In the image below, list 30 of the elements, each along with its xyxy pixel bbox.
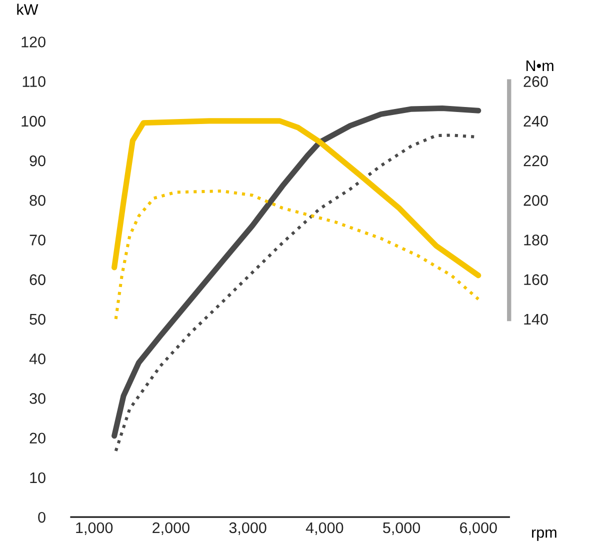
- x-tick-label: 2,000: [152, 522, 190, 535]
- y-tick-label: 10: [30, 472, 46, 484]
- x-tick-label: 4,000: [306, 522, 344, 535]
- y-tick-label: 70: [30, 234, 46, 246]
- x-axis-title: rpm: [532, 529, 556, 541]
- y2-tick-label: 200: [524, 195, 548, 206]
- y-tick-label: 90: [30, 155, 46, 166]
- y2-tick-label: 220: [524, 155, 548, 166]
- y2-tick-label: 260: [524, 76, 548, 87]
- y-tick-label: 80: [30, 195, 46, 206]
- y-tick-label: 110: [22, 76, 46, 87]
- x-tick-label: 6,000: [460, 522, 497, 535]
- x-tick-label: 3,000: [229, 522, 266, 535]
- y2-axis-title: N•m: [526, 60, 554, 71]
- y-tick-label: 30: [30, 393, 46, 404]
- y-tick-label: 20: [30, 432, 46, 444]
- x-tick-label: 1,000: [76, 522, 113, 535]
- y-tick-label: 120: [22, 36, 46, 48]
- y-axis-title: kW: [17, 4, 38, 15]
- y-tick-label: 40: [29, 353, 46, 364]
- y2-tick-label: 140: [524, 314, 548, 325]
- line-series: [114, 190, 480, 321]
- y-tick-label: 50: [30, 314, 46, 325]
- y2-tick-label: 240: [524, 116, 548, 127]
- y-tick-label: 0: [38, 512, 46, 523]
- x-tick-label: 5,000: [383, 522, 420, 535]
- y2-tick-label: 160: [524, 274, 548, 286]
- y2-tick-label: 180: [524, 234, 548, 246]
- y-tick-label: 100: [22, 116, 46, 127]
- y-tick-label: 60: [30, 274, 46, 286]
